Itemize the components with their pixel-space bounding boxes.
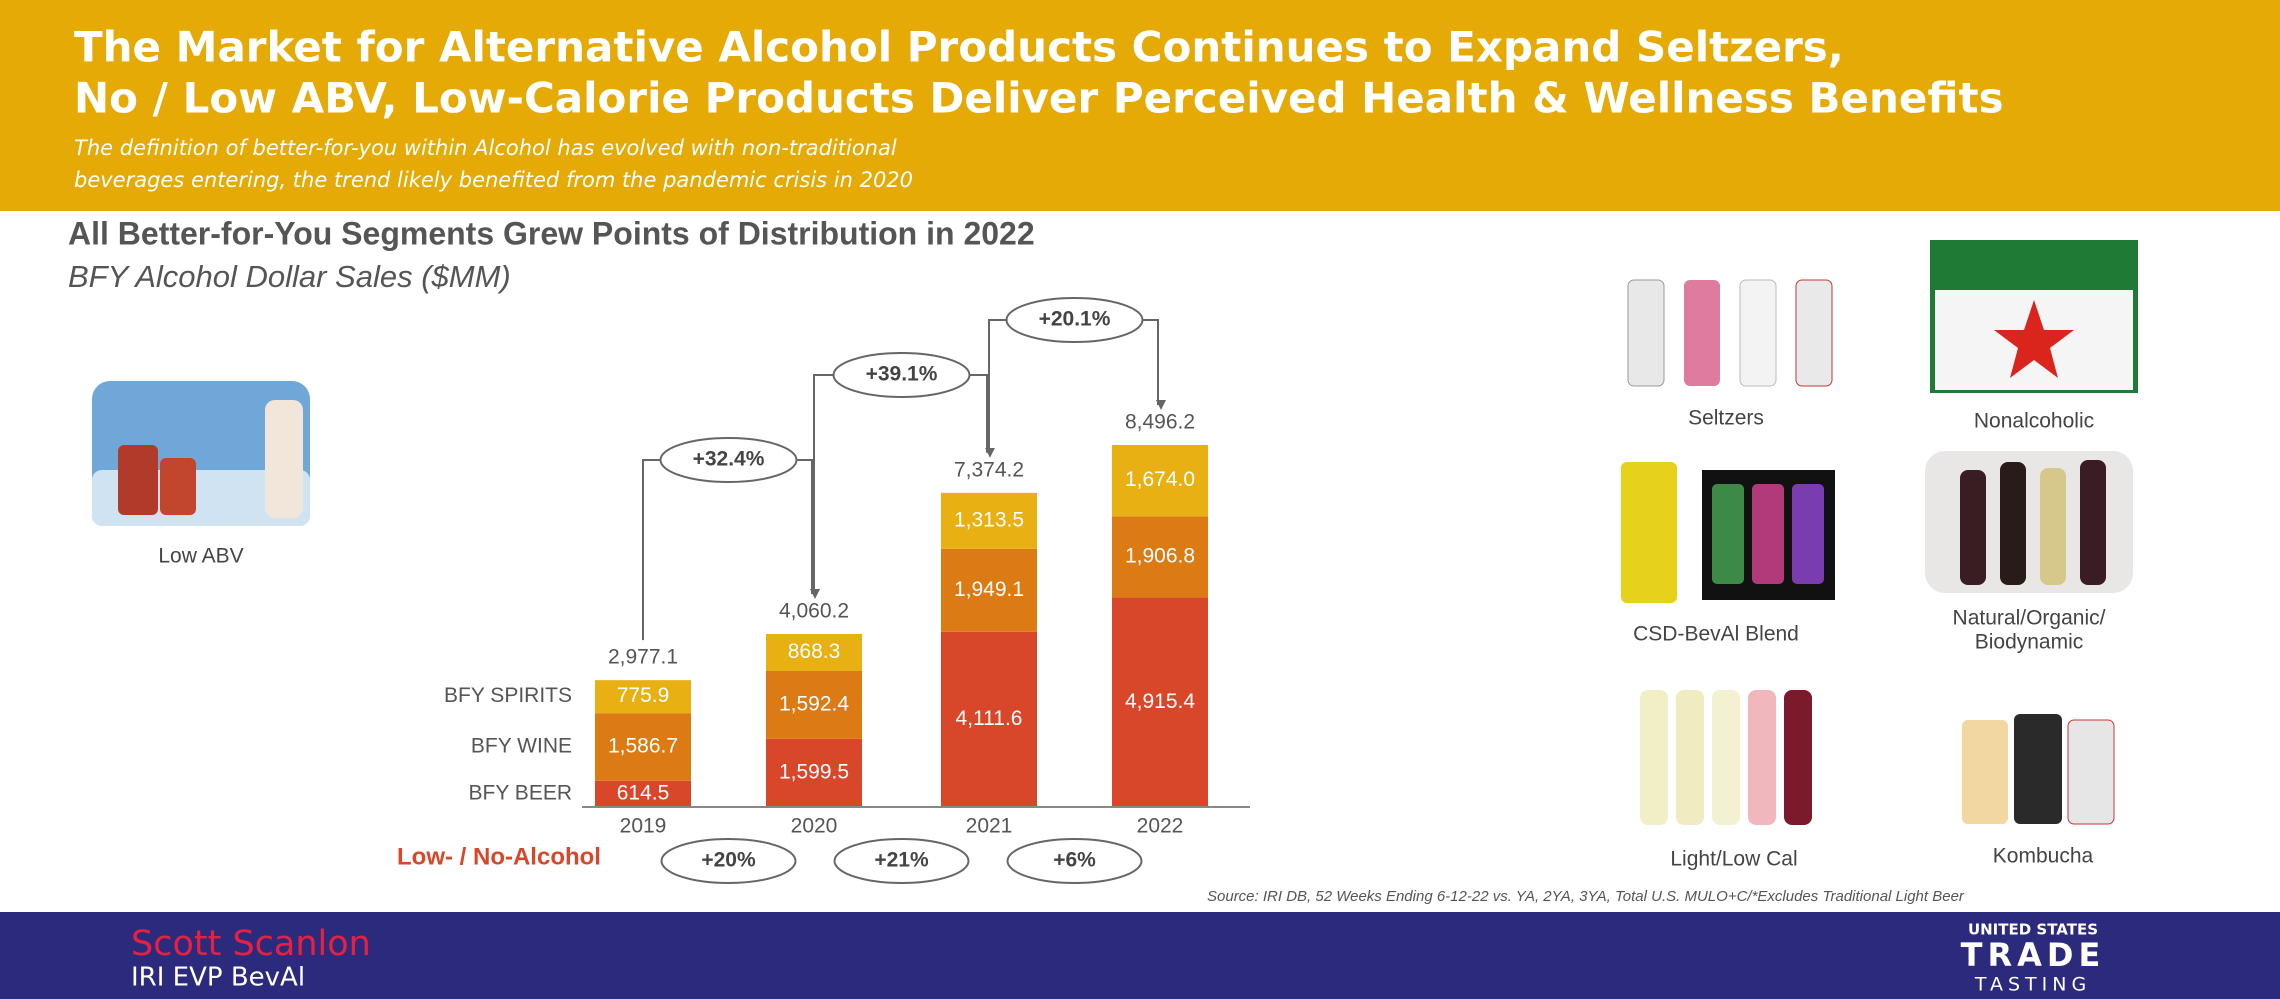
value-label: 1,592.4: [779, 692, 849, 715]
bar-segment: [1112, 516, 1208, 598]
value-label: 4,915.4: [1125, 690, 1195, 713]
footer-band: [0, 912, 2280, 999]
low-no-growth: +20%: [701, 849, 756, 872]
value-label: 868.3: [788, 640, 841, 663]
product-label: Seltzers: [1688, 407, 1764, 430]
legend-label: BFY WINE: [471, 735, 572, 758]
low-no-alcohol-label: Low- / No-Alcohol: [397, 843, 601, 870]
presenter-name: Scott Scanlon: [131, 924, 371, 964]
low-no-oval: [660, 838, 797, 884]
title-line: The Market for Alternative Alcohol Produ…: [74, 23, 1844, 72]
bar-segment: [766, 634, 862, 672]
bar-segment: [941, 492, 1037, 549]
chart-title: All Better-for-You Segments Grew Points …: [68, 215, 1035, 251]
growth-label: +39.1%: [866, 363, 938, 386]
x-tick-label: 2019: [620, 815, 667, 838]
x-tick-label: 2022: [1137, 815, 1184, 838]
total-label: 2,977.1: [608, 646, 678, 669]
image-seltzers: [1627, 279, 1833, 387]
x-tick-label: 2020: [791, 815, 838, 838]
chart-subtitle: BFY Alcohol Dollar Sales ($MM): [68, 259, 511, 294]
value-label: 1,313.5: [954, 508, 1024, 531]
product-label: Kombucha: [1993, 845, 2094, 868]
legend-label: BFY BEER: [469, 781, 572, 804]
bar-segment: [595, 780, 691, 807]
value-label: 1,949.1: [954, 578, 1024, 601]
subtitle-line: beverages entering, the trend likely ben…: [74, 168, 913, 192]
value-label: 1,674.0: [1125, 468, 1195, 491]
product-label: CSD-BevAl Blend: [1633, 623, 1799, 646]
value-label: 1,906.8: [1125, 544, 1195, 567]
growth-oval: [1005, 297, 1144, 343]
bar-segment: [1112, 597, 1208, 807]
low-no-oval: [833, 838, 970, 884]
value-label: 775.9: [617, 684, 670, 707]
logo-line: UNITED STATES: [1968, 921, 2098, 939]
bar-segment: [1112, 445, 1208, 517]
product-label: Low ABV: [158, 545, 243, 568]
header-band: [0, 0, 2280, 211]
total-label: 4,060.2: [779, 600, 849, 623]
low-no-growth: +6%: [1053, 849, 1096, 872]
growth-oval: [659, 437, 798, 483]
x-tick-label: 2021: [966, 815, 1013, 838]
source-note: Source: IRI DB, 52 Weeks Ending 6-12-22 …: [1207, 888, 1965, 905]
value-label: 1,586.7: [608, 735, 678, 758]
bar-segment: [595, 680, 691, 714]
total-label: 7,374.2: [954, 458, 1024, 481]
growth-label: +32.4%: [693, 448, 765, 471]
logo-line: TASTING: [1974, 974, 2091, 996]
low-no-growth: +21%: [874, 849, 929, 872]
product-label: Nonalcoholic: [1974, 410, 2094, 433]
logo-line: TRADE: [1961, 936, 2106, 974]
image-glass: [118, 445, 158, 515]
growth-oval: [832, 352, 971, 398]
bar-segment: [941, 631, 1037, 807]
image-bottle: [265, 400, 303, 518]
bar-segment: [766, 671, 862, 739]
image-light-low-cal: [1640, 690, 1812, 825]
value-label: 614.5: [617, 781, 670, 804]
total-label: 8,496.2: [1125, 411, 1195, 434]
bar-segment: [766, 738, 862, 807]
bar-segment: [941, 548, 1037, 632]
title-line: No / Low ABV, Low-Calorie Products Deliv…: [74, 74, 2004, 123]
image-csd-beval: [1621, 462, 1835, 603]
value-label: 1,599.5: [779, 760, 849, 783]
growth-label: +20.1%: [1039, 308, 1111, 331]
product-images: [92, 240, 2138, 825]
product-label: Light/Low Cal: [1670, 848, 1797, 871]
value-label: 4,111.6: [956, 707, 1023, 730]
presenter-role: IRI EVP BevAl: [131, 963, 305, 993]
bar-segment: [595, 713, 691, 781]
image-glass: [160, 458, 196, 515]
legend-label: BFY SPIRITS: [444, 684, 572, 707]
subtitle-line: The definition of better-for-you within …: [74, 136, 897, 160]
low-no-oval: [1006, 838, 1143, 884]
product-label: Natural/Organic/: [1953, 607, 2106, 630]
image-natural: [1925, 451, 2133, 593]
image-kombucha: [1962, 714, 2115, 825]
image-nonalcoholic: [1930, 240, 2138, 393]
product-label: Biodynamic: [1975, 631, 2084, 654]
